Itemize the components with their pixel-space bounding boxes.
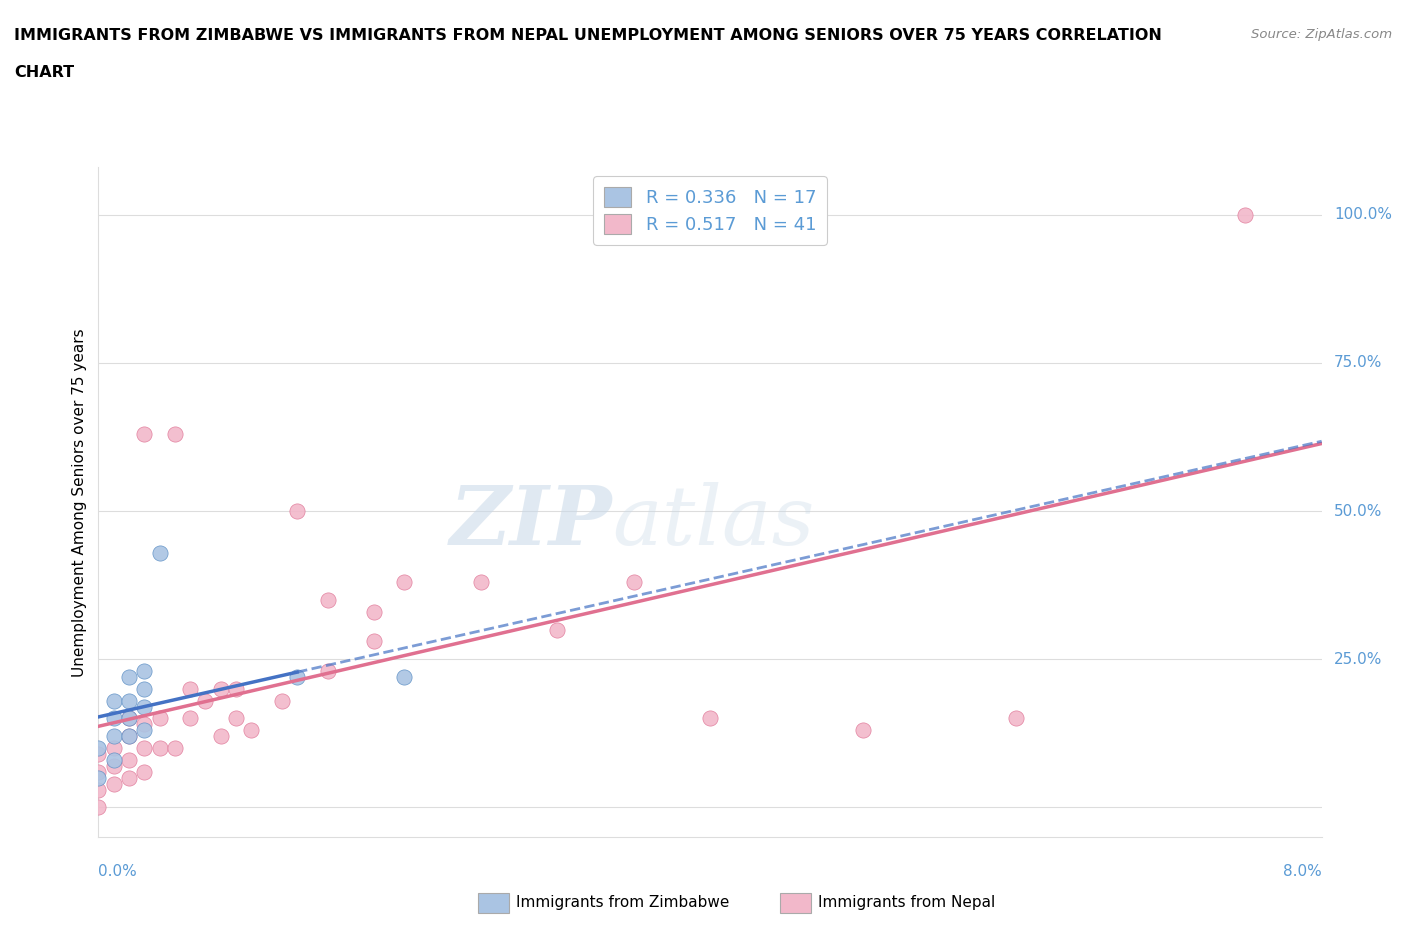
Legend: R = 0.336   N = 17, R = 0.517   N = 41: R = 0.336 N = 17, R = 0.517 N = 41 [593,177,827,246]
Point [118,770,141,785]
Point [134,764,156,779]
Point [118,711,141,726]
Point [103,752,125,767]
Point [87,740,110,755]
Point [134,682,156,697]
Point [103,759,125,774]
Text: Source: ZipAtlas.com: Source: ZipAtlas.com [1251,28,1392,41]
Point [392,575,416,590]
Point [363,604,385,619]
Text: 8.0%: 8.0% [1282,864,1322,879]
Point [209,729,232,744]
Point [103,693,125,708]
Point [546,622,568,637]
Text: CHART: CHART [14,65,75,80]
Point [179,711,201,726]
Text: ZIP: ZIP [450,483,612,563]
Point [118,729,141,744]
Point [87,747,110,762]
Point [470,575,492,590]
Point [134,664,156,679]
Point [163,740,186,755]
Point [363,634,385,649]
Text: 100.0%: 100.0% [1334,207,1392,222]
Point [118,670,141,684]
Point [134,427,156,442]
Point [103,777,125,791]
Point [149,740,172,755]
Point [134,699,156,714]
Point [87,770,110,785]
Point [118,711,141,726]
Point [118,693,141,708]
Point [316,664,339,679]
Point [118,752,141,767]
Text: Immigrants from Nepal: Immigrants from Nepal [818,895,995,910]
Point [149,545,172,560]
Point [852,723,875,737]
Point [699,711,721,726]
Point [103,711,125,726]
Point [194,693,217,708]
Point [285,504,308,519]
Text: Immigrants from Zimbabwe: Immigrants from Zimbabwe [516,895,730,910]
Point [179,682,201,697]
Point [149,711,172,726]
Point [392,670,416,684]
Text: atlas: atlas [612,483,814,563]
Point [623,575,645,590]
Text: IMMIGRANTS FROM ZIMBABWE VS IMMIGRANTS FROM NEPAL UNEMPLOYMENT AMONG SENIORS OVE: IMMIGRANTS FROM ZIMBABWE VS IMMIGRANTS F… [14,28,1161,43]
Text: 75.0%: 75.0% [1334,355,1382,370]
Point [225,711,247,726]
Point [134,740,156,755]
Point [270,693,294,708]
Y-axis label: Unemployment Among Seniors over 75 years: Unemployment Among Seniors over 75 years [72,328,87,676]
Point [103,729,125,744]
Text: 50.0%: 50.0% [1334,503,1382,519]
Point [163,427,186,442]
Point [209,682,232,697]
Point [118,729,141,744]
Point [1234,207,1257,222]
Point [285,670,308,684]
Point [134,717,156,732]
Point [240,723,263,737]
Text: 0.0%: 0.0% [98,864,138,879]
Point [225,682,247,697]
Point [134,723,156,737]
Point [87,800,110,815]
Text: 25.0%: 25.0% [1334,652,1382,667]
Point [103,740,125,755]
Point [87,782,110,797]
Point [1004,711,1026,726]
Point [87,764,110,779]
Point [316,592,339,607]
